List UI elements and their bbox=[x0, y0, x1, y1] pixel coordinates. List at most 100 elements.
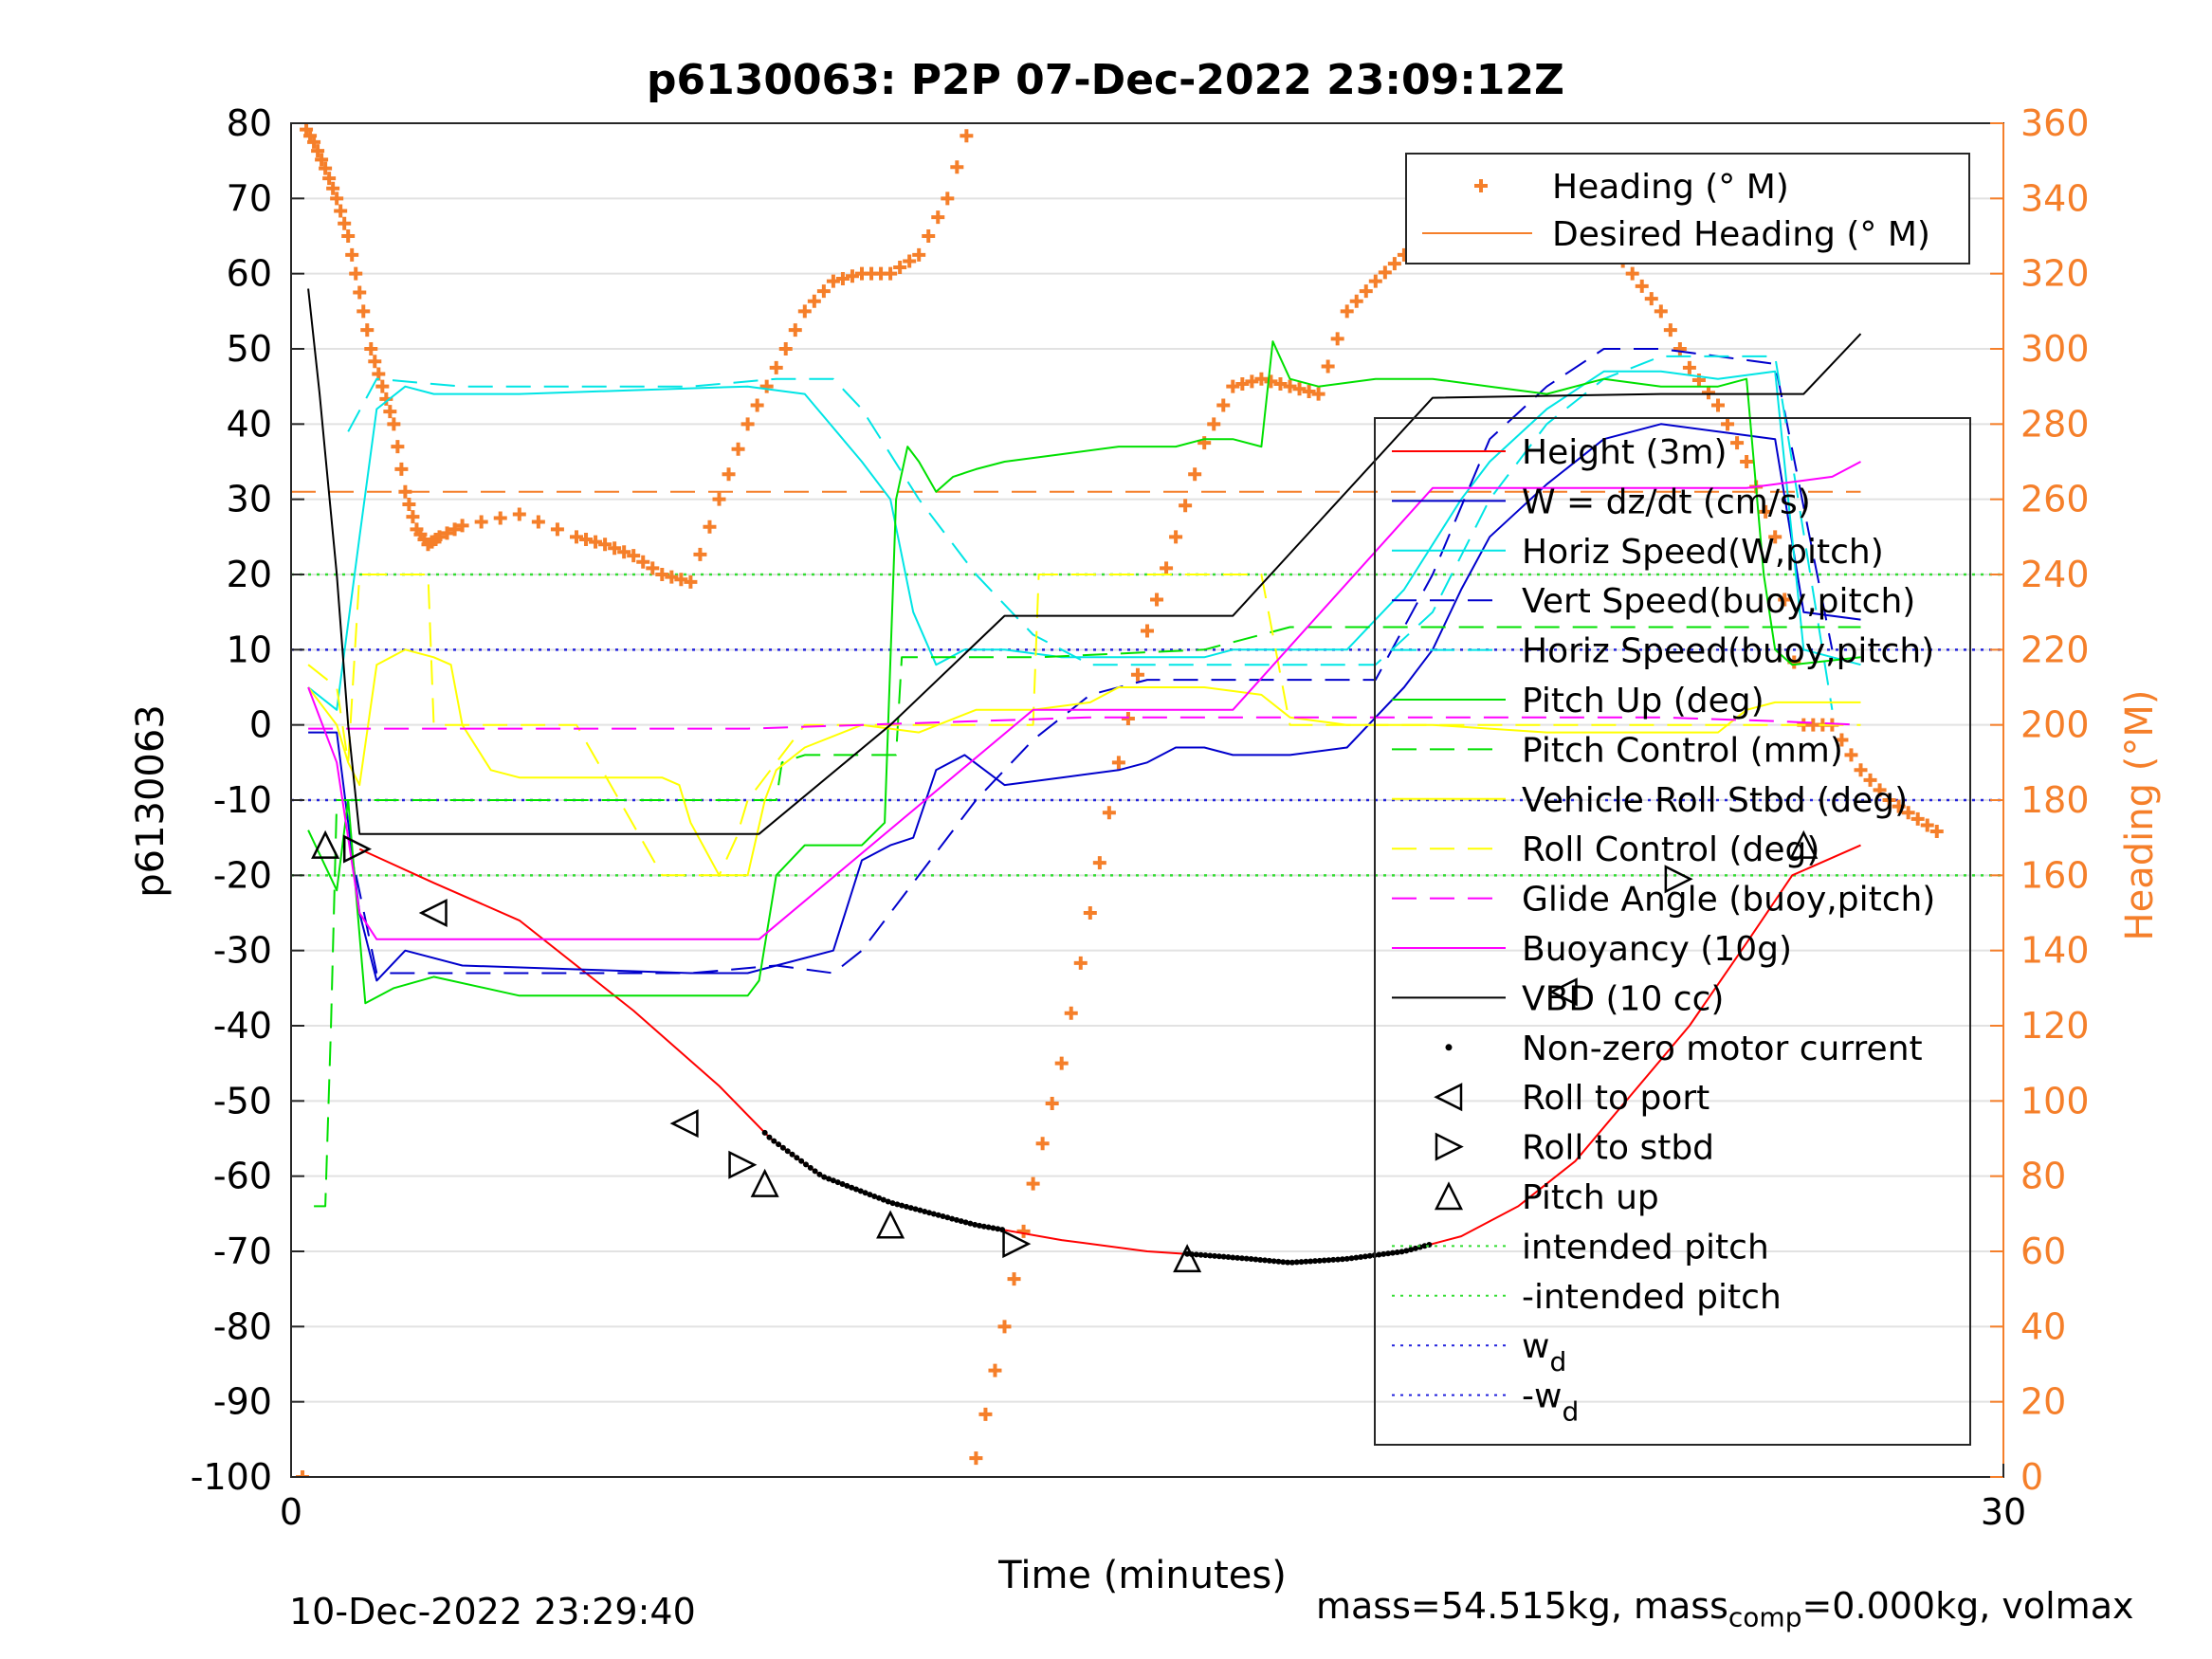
heading-marker bbox=[387, 417, 401, 431]
pitch-up-marker bbox=[1173, 1244, 1202, 1273]
heading-marker bbox=[1141, 624, 1154, 638]
pitch-up-marker bbox=[1789, 830, 1819, 859]
heading-marker bbox=[1235, 377, 1250, 392]
heading-marker bbox=[712, 492, 726, 506]
heading-marker bbox=[703, 520, 717, 534]
x-tick-label: 0 bbox=[280, 1491, 302, 1533]
footer-mass-suffix: =0.000kg, volmax bbox=[1801, 1585, 2134, 1627]
heading-marker bbox=[1635, 279, 1649, 293]
heading-marker bbox=[778, 342, 793, 356]
heading-marker bbox=[1245, 374, 1259, 389]
series-horiz-speed-buoy-pitch- bbox=[347, 355, 1834, 710]
legend-label: Roll Control (deg) bbox=[1522, 830, 1819, 869]
heading-marker bbox=[693, 547, 707, 561]
heading-marker bbox=[1130, 667, 1144, 682]
motor-current-dot bbox=[1285, 1259, 1291, 1266]
motor-current-dot bbox=[1376, 1251, 1382, 1258]
legend-main: Height (3m) W = dz/dt (cm/s) Horiz Speed(W… bbox=[1374, 417, 1971, 1446]
motor-current-dot bbox=[771, 1138, 777, 1144]
motor-current-dot bbox=[1197, 1251, 1204, 1258]
heading-marker bbox=[394, 462, 409, 476]
motor-current-dot bbox=[885, 1198, 891, 1205]
motor-current-dot bbox=[1394, 1249, 1400, 1255]
heading-marker bbox=[432, 530, 447, 544]
heading-marker bbox=[1378, 265, 1392, 280]
roll-to-stbd-marker bbox=[728, 1150, 758, 1179]
heading-marker bbox=[816, 284, 831, 299]
legend-label: Non-zero motor current bbox=[1522, 1030, 1923, 1068]
legend-label: Horiz Speed(buoy,pitch) bbox=[1522, 632, 1934, 671]
heading-marker bbox=[1673, 342, 1687, 356]
heading-marker bbox=[969, 1451, 983, 1466]
legend-heading: Heading (° M) Desired Heading (° M) bbox=[1405, 153, 1970, 264]
heading-marker bbox=[341, 229, 356, 243]
y2-tick-label: 180 bbox=[2020, 779, 2090, 821]
y-tick-label: 0 bbox=[249, 704, 272, 746]
heading-marker bbox=[455, 519, 469, 533]
pitch-up-marker bbox=[311, 830, 340, 859]
y-tick-label: -50 bbox=[213, 1080, 272, 1121]
motor-current-dot bbox=[812, 1168, 818, 1175]
legend-label: Pitch Control (mm) bbox=[1522, 731, 1843, 770]
heading-marker bbox=[1882, 793, 1896, 807]
heading-marker bbox=[835, 271, 850, 285]
motor-current-dot bbox=[1275, 1258, 1282, 1265]
motor-current-dot bbox=[962, 1219, 969, 1226]
y-tick-label: 50 bbox=[227, 328, 272, 370]
y-tick-label: 20 bbox=[227, 554, 272, 595]
motor-current-dot bbox=[1408, 1247, 1415, 1253]
motor-current-dot bbox=[899, 1202, 905, 1209]
motor-current-dot bbox=[1202, 1252, 1209, 1259]
y2-tick-label: 60 bbox=[2020, 1231, 2066, 1272]
motor-current-dot bbox=[953, 1216, 960, 1223]
heading-marker bbox=[674, 573, 688, 587]
motor-current-dot bbox=[830, 1177, 836, 1184]
y2-tick-label: 20 bbox=[2020, 1381, 2066, 1423]
heading-marker bbox=[922, 229, 936, 243]
grid-lines bbox=[291, 122, 2003, 1478]
heading-marker bbox=[1654, 304, 1668, 319]
motor-current-dot bbox=[1403, 1248, 1410, 1254]
series-vehicle-roll-stbd-deg- bbox=[307, 648, 1861, 877]
heading-marker bbox=[402, 497, 416, 511]
heading-marker bbox=[722, 467, 736, 482]
motor-current-dot bbox=[1339, 1256, 1345, 1263]
y2-tick-label: 140 bbox=[2020, 930, 2090, 972]
motor-current-dot bbox=[1248, 1256, 1254, 1263]
heading-marker bbox=[1644, 292, 1658, 306]
footer-mass-prefix: mass=54.515kg, mass bbox=[1316, 1585, 1728, 1627]
heading-marker bbox=[311, 144, 325, 158]
heading-marker bbox=[1873, 783, 1887, 797]
motor-current-dot bbox=[967, 1220, 974, 1227]
heading-marker bbox=[988, 1363, 1002, 1377]
heading-marker bbox=[579, 532, 594, 546]
heading-marker bbox=[531, 515, 545, 529]
motor-current-dot bbox=[766, 1134, 773, 1140]
legend-label: Glide Angle (buoy,pitch) bbox=[1522, 881, 1935, 920]
heading-marker bbox=[1682, 360, 1696, 374]
heading-marker bbox=[338, 216, 352, 230]
heading-marker bbox=[1179, 499, 1193, 513]
series-pitch-up-deg- bbox=[307, 340, 1861, 1005]
legend-label: Vehicle Roll Stbd (deg) bbox=[1522, 781, 1908, 820]
heading-marker bbox=[769, 360, 783, 374]
heading-marker bbox=[1387, 257, 1401, 271]
heading-marker bbox=[368, 355, 382, 369]
motor-current-dot bbox=[849, 1184, 855, 1191]
y-tick-label: -80 bbox=[213, 1305, 272, 1347]
legend-label: -intended pitch bbox=[1522, 1278, 1782, 1317]
heading-marker bbox=[383, 405, 397, 419]
motor-current-dot bbox=[852, 1186, 859, 1193]
heading-marker bbox=[349, 266, 363, 281]
motor-current-dot bbox=[1271, 1258, 1277, 1265]
heading-marker bbox=[448, 522, 462, 537]
heading-marker bbox=[1045, 1096, 1059, 1110]
motor-current-dot bbox=[1207, 1252, 1214, 1259]
motor-current-dot bbox=[871, 1193, 878, 1199]
heading-marker bbox=[931, 210, 945, 225]
heading-marker bbox=[826, 274, 840, 288]
motor-current-dot bbox=[930, 1211, 937, 1217]
heading-marker bbox=[375, 379, 390, 393]
heading-marker bbox=[1368, 274, 1382, 288]
